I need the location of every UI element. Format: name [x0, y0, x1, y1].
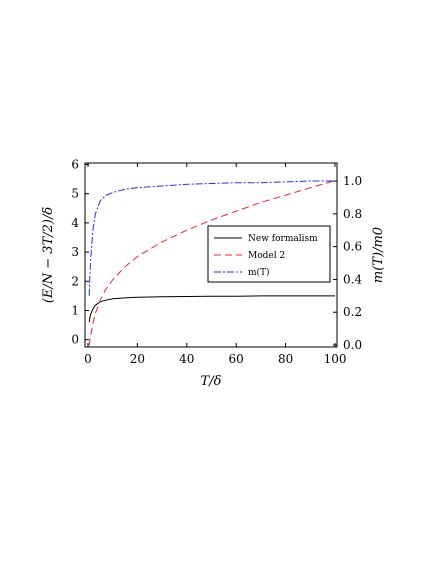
legend-box: [207, 225, 331, 283]
x-tick-label: 80: [278, 352, 293, 366]
legend-label: m(T): [248, 267, 270, 278]
y2-tick-label: 0.2: [343, 305, 362, 319]
legend-label: New formalism: [248, 234, 318, 244]
x-tick-label: 100: [324, 352, 347, 366]
y2-tick-label: 0.0: [343, 338, 362, 352]
y-tick-label: 1: [71, 303, 79, 317]
x-tick-label: 0: [84, 352, 92, 366]
y-tick-label: 5: [71, 187, 79, 201]
y-tick-label: 2: [71, 274, 79, 288]
y2-tick-label: 0.4: [343, 272, 362, 286]
y2-tick-label: 0.6: [343, 240, 362, 254]
y-tick-label: 3: [71, 245, 79, 259]
x-tick-label: 40: [179, 352, 194, 366]
y-tick-label: 6: [71, 157, 79, 171]
y-tick-label: 4: [71, 216, 79, 230]
line-series: [88, 180, 336, 346]
x-tick-label: 20: [130, 352, 145, 366]
y2-tick-label: 0.8: [343, 207, 362, 221]
plot-frame: [84, 162, 338, 348]
y-tick-label: 0: [71, 333, 79, 347]
legend-label: Model 2: [248, 251, 285, 261]
line-series: [88, 295, 335, 323]
y2-axis-label: m(T)/m0: [371, 227, 386, 283]
x-axis-label: T/δ: [201, 374, 222, 389]
line-series: [88, 180, 335, 296]
y-axis-label: (E/N − 3T/2)/δ: [41, 207, 56, 304]
y2-tick-label: 1.0: [343, 174, 362, 188]
x-tick-label: 60: [229, 352, 244, 366]
